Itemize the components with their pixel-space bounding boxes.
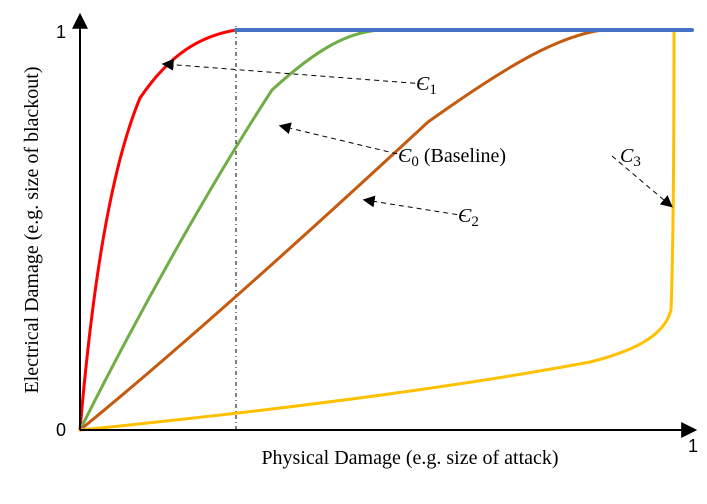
y-axis-label: Electrical Damage (e.g. size of blackout… [21,66,43,393]
tick-zero: 0 [56,420,66,440]
tick-y-one: 1 [56,22,66,42]
tick-x-one: 1 [688,436,698,456]
x-axis-label: Physical Damage (e.g. size of attack) [261,447,558,469]
chart-svg: 0 1 1 Physical Damage (e.g. size of attack)… [0,0,707,504]
chart-container: 0 1 1 Physical Damage (e.g. size of attack)… [0,0,707,504]
